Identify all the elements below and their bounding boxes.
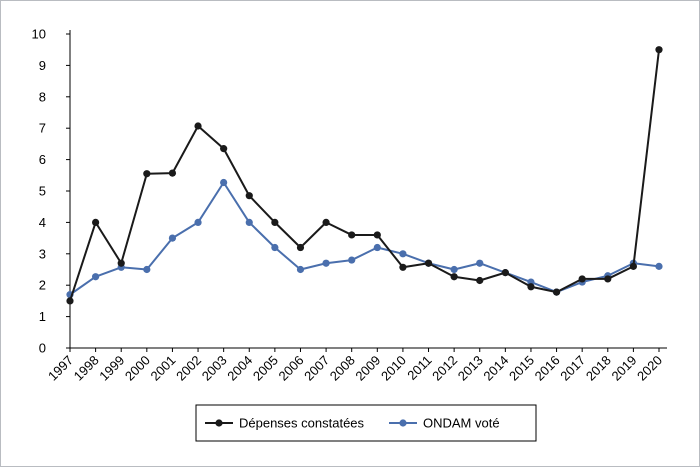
y-tick-label: 8 [39, 89, 46, 104]
y-tick-label: 10 [32, 27, 46, 42]
data-point [143, 170, 151, 178]
data-point [168, 169, 177, 177]
y-tick-label: 3 [39, 246, 46, 261]
series-line [69, 49, 660, 302]
data-point [373, 231, 381, 239]
data-point [296, 243, 305, 252]
y-tick-label: 6 [39, 152, 46, 167]
x-tick-label: 2003 [199, 353, 230, 384]
legend: Dépenses constatées ONDAM voté [195, 404, 537, 442]
x-tick-label: 2015 [506, 353, 537, 384]
x-tick-label: 2011 [404, 353, 434, 383]
data-point [578, 275, 586, 283]
data-point [245, 218, 253, 226]
legend-marker-depenses [215, 419, 223, 427]
y-tick-label: 1 [39, 309, 46, 324]
series-layer [66, 46, 663, 305]
x-tick-label: 2001 [147, 353, 178, 384]
data-point [245, 192, 253, 200]
x-tick-label: 2010 [378, 353, 409, 384]
y-tick-label: 5 [39, 184, 46, 199]
legend-label-depenses: Dépenses constatées [239, 416, 365, 431]
data-point [66, 297, 74, 305]
data-point [296, 265, 305, 274]
data-point [117, 259, 125, 267]
x-tick-label: 2020 [634, 353, 665, 384]
x-tick-label: 2002 [173, 353, 204, 384]
y-tick-label: 2 [39, 278, 46, 293]
y-tick-label: 4 [39, 215, 46, 230]
x-tick-label: 2006 [276, 353, 307, 384]
data-point [322, 259, 330, 267]
data-point [399, 263, 407, 271]
data-point [348, 256, 356, 264]
data-point [629, 262, 637, 270]
data-point [424, 259, 433, 267]
x-tick-label: 2007 [301, 353, 332, 384]
x-tick-label: 2000 [122, 353, 153, 384]
x-tick-labels: 1997199819992000200120022003200420052006… [45, 353, 665, 384]
data-point [168, 234, 177, 242]
x-tick-label: 1997 [45, 353, 76, 384]
data-point [348, 231, 356, 239]
data-point [655, 46, 663, 54]
data-point [655, 262, 663, 270]
x-tick-label: 2008 [327, 353, 358, 384]
legend-box [195, 404, 537, 442]
data-point [604, 275, 612, 283]
data-point [194, 218, 202, 226]
y-tick-labels: 0 1 2 3 4 5 6 7 8 9 10 [32, 27, 46, 356]
data-point [271, 218, 279, 226]
data-point [552, 288, 561, 296]
data-point [373, 243, 381, 252]
data-point [92, 273, 100, 281]
data-point [450, 265, 458, 274]
data-point [322, 218, 330, 226]
x-tick-label: 2012 [429, 353, 460, 384]
data-point [399, 250, 407, 258]
legend-label-ondam: ONDAM voté [423, 416, 500, 431]
y-tick-label: 7 [39, 121, 46, 136]
x-tick-label: 2017 [557, 353, 588, 384]
x-tick-label: 2009 [352, 353, 383, 384]
data-point [194, 122, 202, 130]
y-tick-label: 0 [39, 341, 46, 356]
x-tick-label: 2013 [455, 353, 486, 384]
data-point [450, 273, 458, 281]
x-tick-label: 2016 [532, 353, 563, 384]
data-point [476, 259, 484, 267]
axes [66, 30, 667, 352]
series-line [69, 181, 660, 296]
x-tick-label: 1999 [96, 353, 127, 384]
y-tick-label: 9 [39, 58, 46, 73]
series-0 [66, 46, 663, 305]
x-tick-label: 2004 [224, 353, 255, 384]
data-point [143, 265, 151, 274]
data-point [220, 178, 228, 187]
x-tick-label: 2019 [608, 353, 639, 384]
x-tick-label: 2005 [250, 353, 281, 384]
data-point [527, 283, 535, 291]
legend-marker-ondam [399, 419, 407, 427]
series-1 [66, 178, 663, 299]
data-point [220, 145, 228, 153]
data-point [501, 269, 509, 277]
data-point [92, 218, 100, 226]
x-tick-label: 2018 [583, 353, 614, 384]
x-tick-label: 1998 [71, 353, 102, 384]
data-point [476, 276, 484, 285]
data-point [271, 243, 279, 252]
x-tick-label: 2014 [480, 353, 511, 384]
